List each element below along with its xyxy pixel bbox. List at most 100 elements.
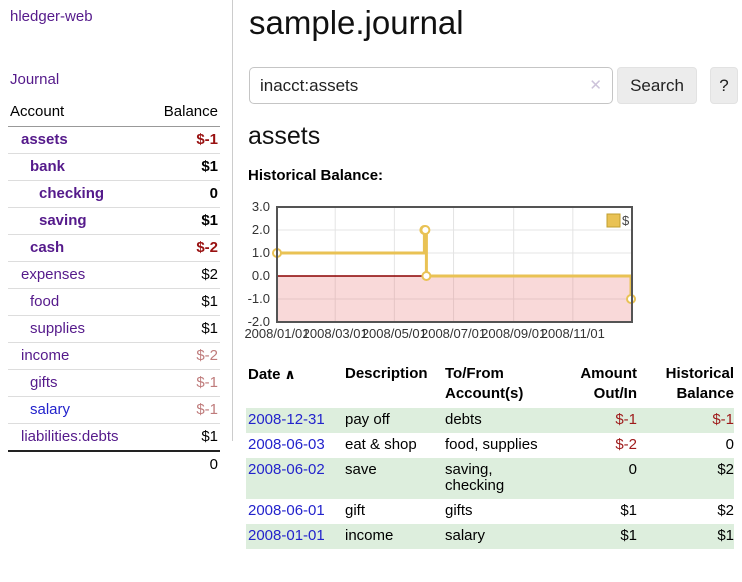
x-tick-label: 2008/09/01: [481, 326, 546, 341]
account-link[interactable]: cash: [30, 239, 65, 256]
description-cell: income: [345, 527, 394, 544]
y-tick-label: 0.0: [252, 268, 270, 283]
account-link[interactable]: bank: [30, 158, 66, 175]
accounts-header-balance: Balance: [147, 100, 220, 127]
x-tick-label: 2008/05/01: [362, 326, 427, 341]
account-link[interactable]: saving: [39, 212, 87, 229]
accounts-cell: saving, checking: [445, 461, 505, 494]
account-row: assets $-1: [8, 127, 220, 154]
transaction-date-link[interactable]: 2008-06-02: [248, 461, 325, 478]
transaction-date-link[interactable]: 2008-12-31: [248, 411, 325, 428]
data-point-marker: [421, 271, 432, 281]
accounts-total-row: 0: [8, 450, 220, 478]
account-balance: $-2: [147, 234, 220, 262]
balance-cell: 0: [725, 436, 734, 453]
register-header-description: Description: [345, 365, 428, 382]
register-header-historical: Historical Balance: [665, 365, 734, 402]
account-link[interactable]: food: [30, 293, 60, 310]
search-button[interactable]: Search: [617, 67, 697, 104]
x-tick-label: 2008/03/01: [303, 326, 368, 341]
page-title: sample.journal: [249, 4, 464, 41]
amount-cell: $1: [620, 502, 637, 519]
register-head-row: Date ∧ Description To/From Account(s) Amount…: [246, 364, 734, 408]
search-input[interactable]: [249, 67, 613, 104]
accounts-cell: salary: [445, 527, 486, 544]
account-link[interactable]: liabilities:debts: [21, 428, 119, 445]
amount-cell: $1: [620, 527, 637, 544]
account-balance: $1: [147, 423, 220, 451]
account-row: food $1: [8, 288, 220, 316]
accounts-cell: debts: [445, 411, 482, 428]
account-link[interactable]: supplies: [30, 320, 86, 337]
account-balance: $1: [147, 207, 220, 235]
x-tick-label: 2008/07/01: [421, 326, 486, 341]
amount-cell: 0: [628, 461, 637, 478]
axis-labels: 3.0 2.0 1.0 0.0 -1.0 -2.02008/01/012008/03/01…: [244, 199, 604, 341]
account-balance: $1: [147, 315, 220, 343]
account-row: liabilities:debts $1: [8, 423, 220, 451]
register-row: 2008-06-01 gift gifts $1 $2: [246, 499, 734, 524]
app-brand-link[interactable]: hledger-web: [10, 8, 93, 25]
amount-cell: $-2: [615, 436, 637, 453]
accounts-cell: food, supplies: [445, 436, 538, 453]
account-link[interactable]: assets: [21, 131, 68, 148]
chart-legend: $: [606, 213, 630, 228]
account-row: expenses $2: [8, 261, 220, 289]
transaction-date-link[interactable]: 2008-06-03: [248, 436, 325, 453]
transaction-date-link[interactable]: 2008-06-01: [248, 502, 325, 519]
register-table-body: 2008-12-31 pay off debts $-1 $-1 2008-06-03 ea…: [246, 408, 734, 549]
account-row: cash $-2: [8, 234, 220, 262]
x-tick-label: 2008/01/01: [244, 326, 309, 341]
accounts-total: 0: [147, 450, 220, 478]
account-balance: $-1: [196, 131, 218, 148]
sort-asc-icon: ∧: [280, 366, 296, 382]
account-balance: $-2: [147, 342, 220, 370]
account-balance: 0: [147, 180, 220, 208]
description-cell: pay off: [345, 411, 390, 428]
legend-label: $: [622, 213, 630, 228]
account-link[interactable]: checking: [39, 185, 105, 202]
chart-title: Historical Balance:: [248, 167, 384, 184]
amount-cell: $-1: [615, 411, 637, 428]
register-row: 2008-06-03 eat & shop food, supplies $-2 0: [246, 433, 734, 458]
account-balance: $2: [147, 261, 220, 289]
plot-border: [276, 206, 633, 323]
search-form: ✕ Search ?: [249, 67, 742, 107]
register-table: Date ∧ Description To/From Account(s) Amount…: [246, 364, 734, 549]
account-link[interactable]: income: [21, 347, 70, 364]
search-input-wrap: ✕: [249, 67, 613, 104]
accounts-cell: gifts: [445, 502, 473, 519]
account-row: checking 0: [8, 180, 220, 208]
account-link[interactable]: salary: [30, 401, 71, 418]
account-row: gifts $-1: [8, 369, 220, 397]
account-heading: assets: [248, 122, 321, 150]
transaction-date-link[interactable]: 2008-01-01: [248, 527, 325, 544]
account-row: bank $1: [8, 153, 220, 181]
data-point-marker: [420, 225, 431, 235]
help-button[interactable]: ?: [710, 67, 738, 104]
account-balance: $-1: [147, 396, 220, 424]
account-balance: $1: [147, 153, 220, 181]
account-balance: $-1: [147, 369, 220, 397]
clear-search-icon[interactable]: ✕: [589, 77, 602, 94]
description-cell: eat & shop: [345, 436, 417, 453]
sidebar-item-journal[interactable]: Journal: [10, 71, 60, 88]
sidebar: hledger-web Journal Account Balance asse…: [0, 0, 233, 478]
register-row: 2008-12-31 pay off debts $-1 $-1: [246, 408, 734, 433]
balance-cell: $-1: [712, 411, 734, 428]
account-link[interactable]: expenses: [21, 266, 86, 283]
account-row: income $-2: [8, 342, 220, 370]
account-row: saving $1: [8, 207, 220, 235]
y-tick-label: 1.0: [252, 245, 270, 260]
y-tick-label: 2.0: [252, 222, 270, 237]
accounts-header-account: Account: [8, 100, 148, 127]
account-link[interactable]: gifts: [30, 374, 58, 391]
balance-cell: $1: [717, 527, 734, 544]
balance-cell: $2: [717, 502, 734, 519]
y-tick-label: 3.0: [252, 199, 270, 214]
account-row: salary $-1: [8, 396, 220, 424]
register-header-date[interactable]: Date ∧: [248, 366, 296, 383]
register-row: 2008-01-01 income salary $1 $1: [246, 524, 734, 549]
y-tick-label: -2.0: [248, 314, 270, 329]
